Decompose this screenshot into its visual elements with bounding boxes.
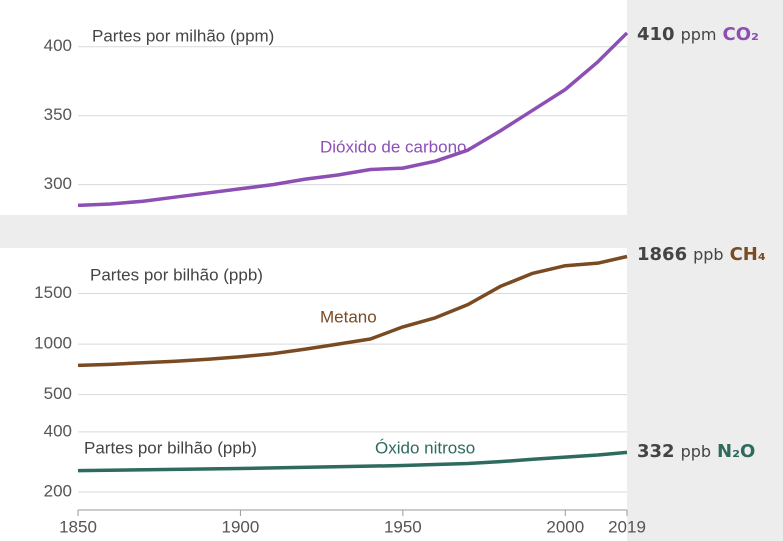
- y-tick-label: 350: [44, 105, 72, 124]
- series-line: [77, 450, 628, 473]
- series-line: [77, 254, 628, 368]
- end-gas: CO₂: [722, 24, 758, 45]
- end-unit: ppb: [693, 245, 723, 264]
- end-unit: ppb: [681, 442, 711, 461]
- y-tick-label: 1000: [34, 334, 72, 353]
- x-tick-label: 1950: [384, 517, 422, 536]
- panel-gap: [0, 215, 627, 248]
- x-tick-label: 1850: [59, 517, 97, 536]
- series-label: Óxido nitroso: [375, 438, 475, 457]
- series-line: [77, 31, 629, 208]
- y-tick-label: 400: [44, 36, 72, 55]
- end-value: 332: [637, 441, 675, 462]
- y-tick-label: 1500: [34, 283, 72, 302]
- end-label: 410 ppm CO₂: [637, 24, 759, 45]
- series-label: Dióxido de carbono: [320, 137, 466, 156]
- y-tick-label: 400: [44, 421, 72, 440]
- y-tick-label: 200: [44, 481, 72, 500]
- y-tick-label: 500: [44, 384, 72, 403]
- side-strip: [627, 0, 783, 541]
- axis-label: Partes por bilhão (ppb): [84, 438, 257, 457]
- end-gas: N₂O: [717, 441, 755, 462]
- end-gas: CH₄: [730, 244, 766, 265]
- end-label: 332 ppb N₂O: [637, 441, 755, 462]
- end-value: 410: [637, 24, 675, 45]
- x-tick-label: 2019: [608, 517, 646, 536]
- series-label: Metano: [320, 307, 377, 326]
- axis-label: Partes por milhão (ppm): [92, 26, 274, 45]
- axis-label: Partes por bilhão (ppb): [90, 265, 263, 284]
- x-tick-label: 2000: [546, 517, 584, 536]
- end-unit: ppm: [681, 25, 717, 44]
- x-tick-label: 1900: [222, 517, 260, 536]
- end-value: 1866: [637, 244, 687, 265]
- y-tick-label: 300: [44, 174, 72, 193]
- end-label: 1866 ppb CH₄: [637, 244, 766, 265]
